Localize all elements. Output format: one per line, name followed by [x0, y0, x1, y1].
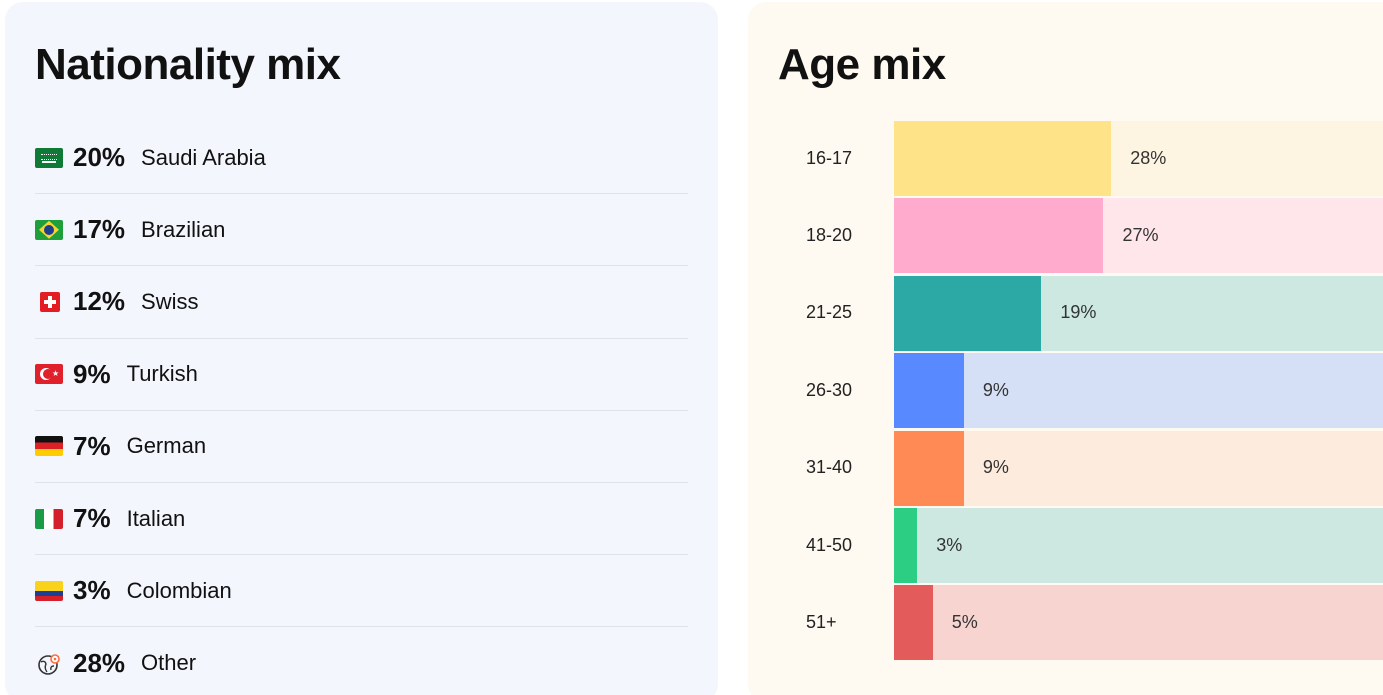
- nationality-name: Italian: [126, 505, 186, 531]
- age-category-label: 21-25: [806, 302, 853, 323]
- nationality-title: Nationality mix: [35, 40, 341, 89]
- nationality-card: Nationality mix 20% Saudi Arabia 17% Brazil…: [5, 2, 718, 695]
- age-bar: [894, 121, 1112, 196]
- age-category-label: 16-17: [806, 147, 853, 168]
- turkey-flag-icon: ★: [35, 364, 63, 385]
- nationality-percent: 7%: [73, 430, 111, 461]
- age-bar: [894, 430, 964, 506]
- globe-icon: [35, 653, 63, 676]
- age-value-label: 9%: [982, 457, 1009, 478]
- age-bar-track: 9%: [894, 353, 1383, 429]
- colombia-flag-icon: [35, 580, 63, 601]
- age-bar: [894, 508, 918, 583]
- age-bar-track: 27%: [894, 198, 1383, 274]
- age-category-label: 41-50: [806, 534, 853, 555]
- age-bar: [894, 198, 1104, 274]
- nationality-row: 28% Other: [35, 627, 688, 695]
- age-title: Age mix: [778, 40, 946, 89]
- switzerland-flag-icon: [35, 291, 63, 312]
- nationality-percent: 9%: [73, 358, 111, 389]
- age-bar-track: 9%: [894, 430, 1383, 506]
- nationality-name: Other: [141, 650, 197, 676]
- nationality-row: 17% Brazilian: [35, 194, 688, 267]
- nationality-row: 7% Italian: [35, 483, 688, 556]
- age-value-label: 3%: [936, 534, 963, 555]
- age-bar: [894, 275, 1042, 351]
- age-category-label: 18-20: [806, 224, 853, 245]
- age-category-label: 26-30: [806, 379, 853, 400]
- nationality-percent: 7%: [73, 503, 111, 534]
- age-category-label: 51+: [806, 611, 837, 632]
- nationality-row: 12% Swiss: [35, 266, 688, 339]
- nationality-name: Swiss: [141, 288, 199, 314]
- age-value-label: 5%: [951, 611, 978, 632]
- age-bar-track: 3%: [894, 508, 1383, 583]
- age-bar-track: 5%: [894, 585, 1383, 661]
- age-bar: [894, 585, 933, 661]
- nationality-row: 7% German: [35, 411, 688, 483]
- nationality-name: Brazilian: [141, 216, 226, 242]
- germany-flag-icon: [35, 436, 63, 457]
- nationality-name: Turkish: [126, 361, 198, 387]
- nationality-name: Saudi Arabia: [141, 144, 266, 170]
- nationality-percent: 17%: [73, 214, 126, 245]
- age-value-label: 28%: [1130, 147, 1167, 168]
- age-value-label: 9%: [982, 379, 1009, 400]
- nationality-row: 3% Colombian: [35, 555, 688, 628]
- age-bar: [894, 353, 964, 429]
- brazil-flag-icon: [35, 219, 63, 240]
- italy-flag-icon: [35, 508, 63, 529]
- nationality-row: ★ 9% Turkish: [35, 339, 688, 411]
- nationality-percent: 20%: [73, 142, 126, 173]
- nationality-percent: 28%: [73, 647, 126, 678]
- nationality-percent: 12%: [73, 286, 126, 317]
- age-value-label: 19%: [1060, 302, 1097, 323]
- saudi-arabia-flag-icon: [35, 147, 63, 168]
- age-bar-track: 28%: [894, 121, 1383, 196]
- nationality-name: German: [126, 433, 207, 459]
- nationality-list: 20% Saudi Arabia 17% Brazilian 12% Swiss ★ 9% Tu…: [35, 122, 688, 695]
- age-card: Age mix 16-17 28% 18-20 27% 21-25 19% 26-30 9% 3…: [748, 2, 1383, 695]
- age-category-label: 31-40: [806, 457, 853, 478]
- nationality-row: 20% Saudi Arabia: [35, 122, 688, 195]
- nationality-percent: 3%: [73, 575, 111, 606]
- age-value-label: 27%: [1122, 224, 1159, 245]
- age-bar-track: 19%: [894, 275, 1383, 351]
- nationality-name: Colombian: [126, 577, 232, 603]
